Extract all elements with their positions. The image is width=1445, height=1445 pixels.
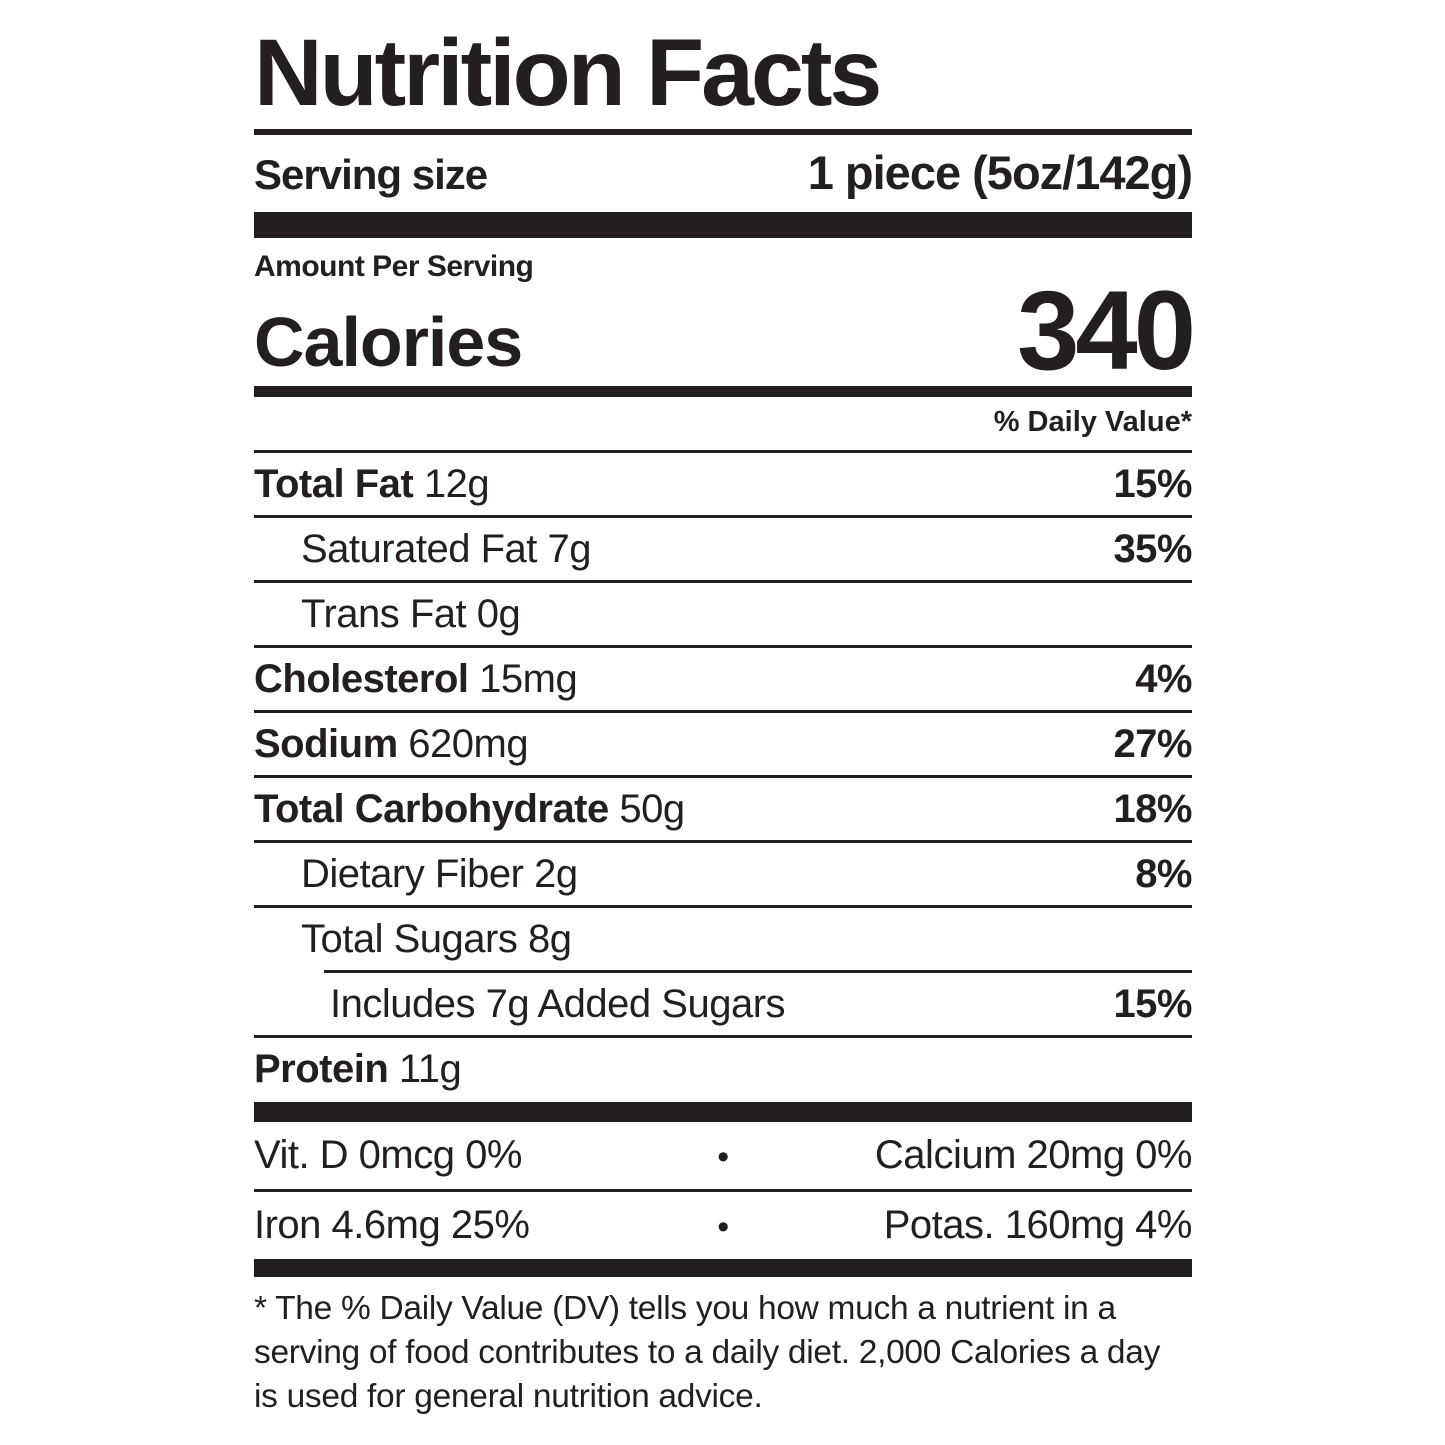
nutrient-amount: 15mg xyxy=(479,656,578,701)
nutrient-row-total-carbohydrate: Total Carbohydrate 50g 18% xyxy=(254,774,1192,840)
nutrient-name: Total Fat xyxy=(254,461,414,506)
nutrient-amount: 8g xyxy=(527,916,572,961)
footnote: * The % Daily Value (DV) tells you how m… xyxy=(254,1289,1161,1416)
micronutrient-row-1: Vit. D 0mcg 0% • Calcium 20mg 0% xyxy=(254,1122,1193,1189)
nutrient-name-amount: Cholesterol 15mg xyxy=(254,656,578,702)
nutrient-dv: 15% xyxy=(1113,981,1192,1026)
nutrient-row-protein: Protein 11g xyxy=(254,1034,1192,1100)
nutrient-dv: 18% xyxy=(1113,786,1192,831)
serving-size-value: 1 piece (5oz/142g) xyxy=(807,146,1193,199)
micronutrient-right: Potas. 160mg 4% xyxy=(883,1202,1193,1247)
nutrient-amount: 50g xyxy=(619,786,685,831)
nutrient-name: Total Sugars xyxy=(301,916,518,961)
nutrient-name: Includes 7g Added Sugars xyxy=(330,981,786,1026)
nutrient-name-amount: Includes 7g Added Sugars xyxy=(254,981,786,1027)
nutrient-name: Total Carbohydrate xyxy=(254,786,609,831)
calories-row: Calories 340 xyxy=(254,268,1196,393)
nutrient-row-saturated-fat: Saturated Fat 7g 35% xyxy=(254,514,1192,580)
nutrient-dv: 15% xyxy=(1113,461,1192,506)
nutrient-name-amount: Dietary Fiber 2g xyxy=(254,852,578,897)
nutrient-amount: 2g xyxy=(534,851,578,896)
thick-divider-top xyxy=(254,212,1192,238)
nutrient-name-amount: Protein 11g xyxy=(254,1046,462,1092)
nutrient-name: Protein xyxy=(254,1046,389,1091)
nutrient-dv: 27% xyxy=(1113,721,1192,766)
nutrient-name-amount: Total Carbohydrate 50g xyxy=(254,787,685,832)
nutrient-row-trans-fat: Trans Fat 0g xyxy=(254,579,1192,645)
bullet-separator: • xyxy=(717,1137,729,1176)
nutrient-row-dietary-fiber: Dietary Fiber 2g 8% xyxy=(254,839,1192,905)
nutrient-name: Trans Fat xyxy=(301,591,467,636)
nutrient-name-amount: Saturated Fat 7g xyxy=(254,527,591,572)
serving-size-label: Serving size xyxy=(254,151,488,198)
nutrient-name: Dietary Fiber xyxy=(301,851,524,896)
thick-divider-bottom xyxy=(254,1258,1192,1277)
nutrient-row-total-fat: Total Fat 12g 15% xyxy=(254,449,1192,515)
nutrient-amount: 620mg xyxy=(408,721,529,766)
nutrient-name: Sodium xyxy=(254,721,398,766)
calories-divider xyxy=(254,385,1192,397)
nutrient-amount: 0g xyxy=(476,591,521,636)
calories-label: Calories xyxy=(254,303,523,382)
micronutrient-left: Iron 4.6mg 25% xyxy=(254,1202,530,1247)
thick-divider-protein xyxy=(254,1101,1192,1122)
nutrient-row-sodium: Sodium 620mg 27% xyxy=(254,709,1192,775)
micronutrient-left: Vit. D 0mcg 0% xyxy=(254,1132,522,1177)
nutrient-amount: 11g xyxy=(398,1046,462,1091)
calories-value: 340 xyxy=(1017,268,1196,393)
added-sugars-divider xyxy=(324,969,1192,973)
nutrient-dv: 4% xyxy=(1135,656,1192,701)
nutrient-amount: 12g xyxy=(423,461,490,506)
nutrient-amount: 7g xyxy=(547,526,592,571)
nutrient-name-amount: Trans Fat 0g xyxy=(254,591,521,637)
nutrient-name: Cholesterol xyxy=(254,656,469,701)
nutrient-dv: 35% xyxy=(1113,526,1192,571)
title-divider xyxy=(254,129,1192,135)
nutrient-name-amount: Total Sugars 8g xyxy=(254,916,572,962)
nutrient-row-added-sugars: Includes 7g Added Sugars 15% xyxy=(254,973,1192,1035)
nutrient-name: Saturated Fat xyxy=(301,526,537,571)
micronutrient-right: Calcium 20mg 0% xyxy=(874,1132,1193,1177)
nutrient-row-cholesterol: Cholesterol 15mg 4% xyxy=(254,644,1192,710)
nutrient-dv: 8% xyxy=(1135,851,1192,896)
nutrition-facts-label: Nutrition Facts Serving size 1 piece (5o… xyxy=(254,20,1196,1419)
micronutrient-row-2: Iron 4.6mg 25% • Potas. 160mg 4% xyxy=(254,1188,1193,1259)
amount-per-serving-label: Amount Per Serving xyxy=(254,250,534,283)
bullet-separator: • xyxy=(717,1207,729,1246)
label-title: Nutrition Facts xyxy=(254,20,882,126)
nutrient-name-amount: Total Fat 12g xyxy=(254,461,490,507)
daily-value-header: % Daily Value* xyxy=(993,405,1192,438)
serving-size-row: Serving size 1 piece (5oz/142g) xyxy=(254,135,1193,212)
nutrient-row-total-sugars: Total Sugars 8g xyxy=(254,904,1192,970)
nutrient-name-amount: Sodium 620mg xyxy=(254,721,529,767)
